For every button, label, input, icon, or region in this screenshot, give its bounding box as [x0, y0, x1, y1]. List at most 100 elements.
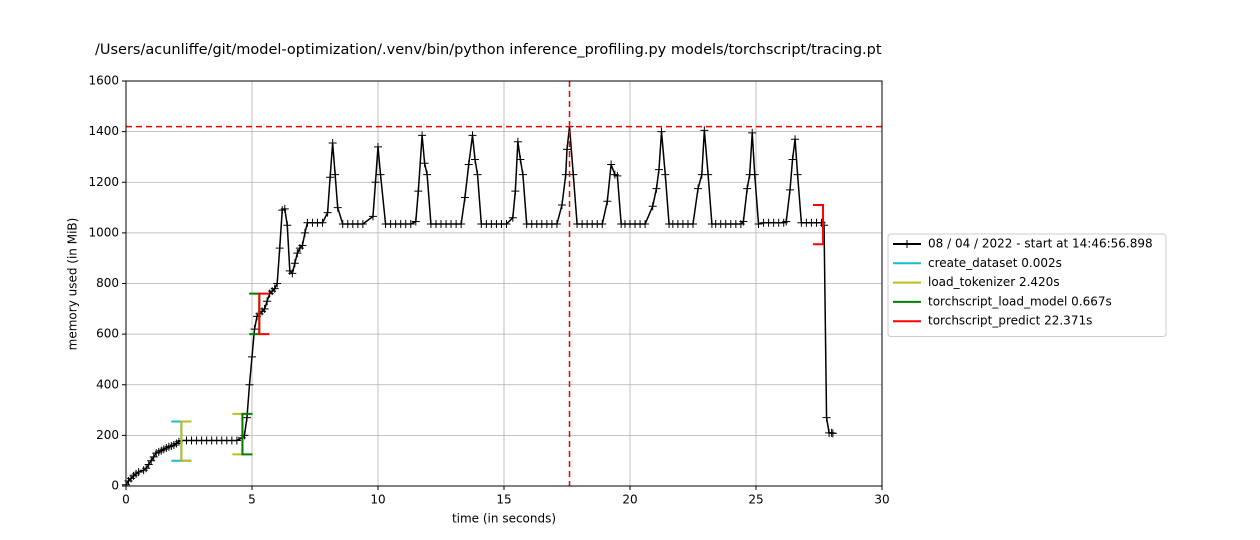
point-marker — [460, 193, 469, 202]
legend-box — [887, 233, 1167, 337]
legend-label: create_dataset 0.002s — [928, 256, 1062, 270]
point-marker — [513, 137, 522, 146]
point-marker — [788, 155, 797, 164]
axes-frame — [125, 80, 883, 487]
point-marker — [603, 197, 612, 206]
point-marker — [648, 202, 657, 211]
point-marker — [511, 187, 520, 196]
point-marker — [333, 203, 342, 212]
point-marker — [820, 221, 829, 230]
point-marker — [468, 131, 477, 140]
y-tick-label: 600 — [96, 327, 119, 341]
point-marker — [263, 297, 272, 306]
x-tick-label: 0 — [122, 493, 130, 507]
point-marker — [748, 128, 757, 137]
point-marker — [518, 170, 527, 179]
legend-label: 08 / 04 / 2022 - start at 14:46:56.898 — [928, 237, 1153, 251]
legend-label: torchscript_predict 22.371s — [928, 314, 1092, 328]
point-marker — [457, 220, 466, 229]
point-marker — [661, 170, 670, 179]
point-marker — [652, 184, 661, 193]
point-marker — [786, 185, 795, 194]
point-marker — [641, 220, 650, 229]
point-marker — [750, 170, 759, 179]
legend: 08 / 04 / 2022 - start at 14:46:56.898 cr… — [887, 233, 1167, 337]
point-marker — [552, 220, 561, 229]
point-marker — [406, 220, 415, 229]
point-marker — [318, 218, 327, 227]
x-tick-label: 10 — [370, 493, 385, 507]
point-marker — [293, 249, 302, 258]
chart-title: /Users/acunliffe/git/model-optimization/… — [95, 42, 882, 58]
plot-area: 0 5 10 15 20 25 30 0 200 400 600 800 1000 1200 1400 160… — [88, 74, 889, 507]
point-marker — [288, 269, 297, 278]
point-marker — [326, 173, 335, 182]
point-marker — [694, 184, 703, 193]
function-start-bracket — [241, 412, 253, 456]
point-marker — [248, 352, 256, 361]
x-tick-label: 25 — [748, 493, 763, 507]
point-marker — [300, 228, 309, 237]
x-tick-label: 20 — [622, 493, 637, 507]
y-tick-label: 200 — [96, 428, 119, 442]
point-marker — [134, 468, 143, 477]
point-marker — [654, 165, 663, 174]
function-end-bracket — [812, 204, 825, 246]
point-marker — [374, 142, 382, 151]
legend-label: torchscript_load_model 0.667s — [928, 294, 1112, 308]
y-tick-label: 1200 — [88, 175, 119, 189]
x-axis-label: time (in seconds) — [452, 512, 556, 526]
point-marker — [704, 170, 713, 179]
legend-label: load_tokenizer 2.420s — [928, 275, 1060, 289]
point-marker — [822, 413, 831, 422]
y-tick-label: 0 — [111, 479, 119, 493]
y-tick-label: 800 — [96, 276, 119, 290]
point-marker — [368, 212, 377, 221]
point-marker — [371, 178, 380, 187]
function-start-bracket — [180, 420, 192, 462]
point-marker — [607, 160, 616, 169]
point-marker — [331, 170, 340, 179]
y-tick-label: 1600 — [88, 74, 119, 88]
point-marker — [828, 429, 837, 438]
x-tick-label: 15 — [496, 493, 511, 507]
point-marker — [743, 184, 752, 193]
point-marker — [423, 170, 432, 179]
y-tick-label: 1400 — [88, 124, 119, 138]
point-marker — [827, 428, 836, 437]
point-marker — [328, 139, 337, 148]
point-marker — [613, 171, 622, 180]
point-marker — [232, 436, 241, 445]
point-marker — [739, 217, 748, 226]
y-tick-label: 1000 — [88, 225, 119, 239]
point-marker — [471, 155, 480, 164]
point-marker — [689, 220, 697, 229]
point-marker — [250, 325, 259, 334]
point-marker — [280, 204, 289, 213]
point-marker — [411, 217, 420, 226]
point-marker — [598, 220, 607, 229]
point-marker — [358, 220, 367, 229]
point-marker — [782, 217, 791, 226]
point-marker — [563, 145, 571, 154]
point-marker — [508, 213, 517, 222]
point-marker — [414, 187, 423, 196]
point-marker — [270, 284, 279, 293]
point-marker — [275, 244, 284, 253]
y-tick-label: 400 — [96, 377, 119, 391]
point-marker — [569, 170, 578, 179]
point-marker — [657, 127, 666, 136]
y-axis-label: memory used (in MiB) — [66, 218, 80, 351]
point-marker — [516, 155, 525, 164]
point-marker — [502, 220, 511, 229]
point-marker — [298, 241, 307, 250]
point-marker — [273, 279, 282, 288]
point-marker — [561, 170, 570, 179]
point-marker — [260, 304, 269, 313]
x-tick-label: 5 — [248, 493, 256, 507]
x-tick-label: 30 — [874, 493, 889, 507]
point-marker — [323, 208, 332, 217]
legend-marker — [903, 240, 911, 248]
point-marker — [290, 259, 299, 268]
